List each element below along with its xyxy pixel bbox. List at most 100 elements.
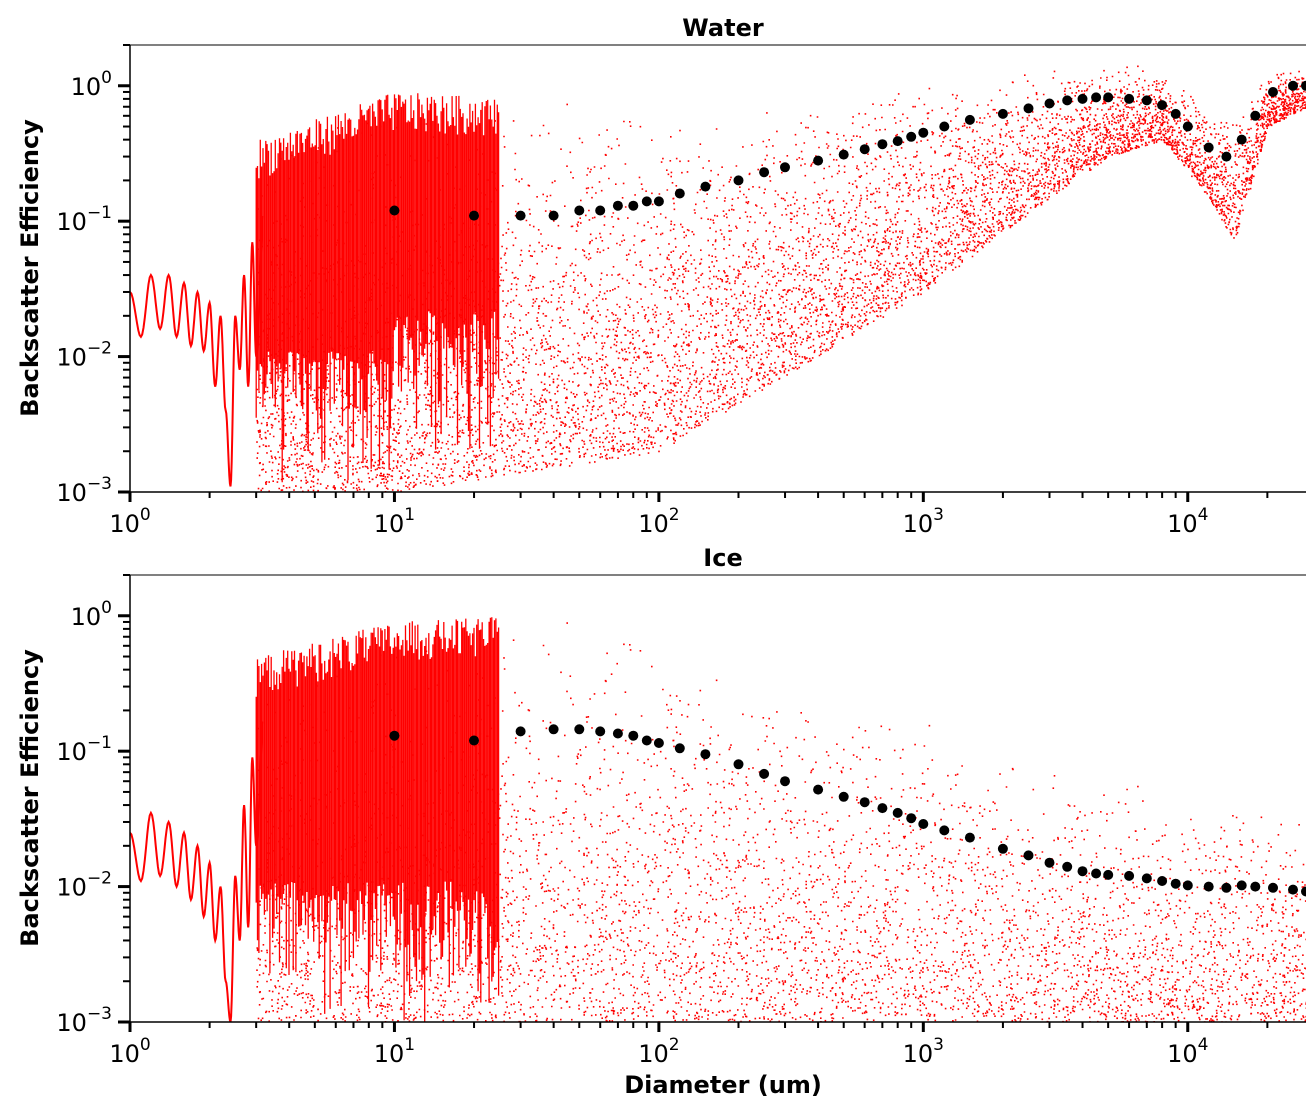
x-tick-label: 102 [638,1035,679,1068]
data-marker [469,735,479,746]
data-marker [1023,103,1034,114]
water-title: Water [682,14,764,42]
data-marker [1091,868,1102,879]
data-marker [595,205,606,216]
data-marker [964,114,975,125]
data-marker [1077,93,1088,104]
data-marker [1141,95,1152,106]
data-marker [997,843,1008,854]
data-marker [780,776,790,787]
data-marker [612,200,623,211]
data-marker [1157,876,1168,886]
data-marker [1124,93,1135,104]
data-marker [892,807,903,818]
data-marker [1221,151,1232,162]
data-marker [939,121,950,132]
data-marker [700,749,711,760]
y-tick-label: 10−2 [56,869,112,902]
y-tick-label: 10−1 [56,733,112,766]
ice-ylabel: Backscatter Efficiency [16,649,44,947]
data-marker [859,144,870,155]
data-marker [1062,95,1073,106]
data-marker [389,205,400,216]
y-tick-label: 100 [71,68,112,101]
data-marker [1268,882,1278,893]
data-marker [612,728,623,739]
data-marker [641,735,652,746]
data-marker [733,175,744,186]
data-marker [1288,80,1298,91]
data-marker [674,743,685,754]
data-marker [515,210,526,221]
data-marker [964,832,975,843]
data-marker [653,738,664,748]
data-marker [838,149,849,160]
plot-data [130,65,1306,492]
data-marker [1203,142,1214,153]
x-tick-label: 103 [903,505,944,538]
data-marker [389,730,400,741]
data-marker [780,162,790,173]
data-marker [548,210,559,221]
data-marker [939,825,950,836]
scatter-dots [256,622,1306,1022]
data-marker [1170,108,1181,119]
data-marker [838,791,849,802]
x-tick-label: 104 [1167,1035,1208,1068]
data-marker [653,196,664,207]
data-marker [918,819,929,829]
data-marker [1182,880,1193,891]
water-plot-area: 100 101 102 103 104 100 10−1 10−2 10−3 [56,44,1306,538]
data-marker [1091,92,1102,103]
data-marker [759,167,770,178]
y-tick-label: 10−3 [56,1004,112,1037]
data-marker [1250,110,1261,121]
marker-series [389,724,1306,897]
ice-plot-area: 100 101 102 103 104 100 10−1 10−2 10−3 [56,574,1306,1068]
data-marker [1288,884,1298,895]
data-marker [877,139,888,150]
x-tick-label: 101 [374,505,415,538]
plot-data [130,617,1306,1022]
data-marker [1236,880,1247,891]
data-marker [1044,98,1055,109]
data-marker [1103,869,1114,880]
data-marker [1250,881,1261,892]
data-marker [1103,92,1114,103]
data-marker [1221,882,1232,893]
data-marker [733,759,744,770]
x-tick-label: 104 [1167,505,1208,538]
scatter-dot-cloud [256,622,1306,1022]
data-marker [574,205,585,216]
data-marker [1157,100,1168,111]
y-tick-label: 10−3 [56,474,112,507]
data-marker [1236,134,1247,145]
x-tick-label: 102 [638,505,679,538]
data-marker [906,813,917,824]
data-marker [877,803,888,814]
x-tick-label: 103 [903,1035,944,1068]
data-marker [1170,878,1181,889]
data-marker [813,784,824,795]
data-marker [1301,886,1306,897]
oscillation-lines [255,93,500,483]
water-panel: Water Backscatter Efficiency 100 101 102 10… [16,14,1306,538]
ice-xlabel: Diameter (um) [624,1071,822,1099]
data-marker [595,726,606,737]
water-ylabel: Backscatter Efficiency [16,119,44,417]
data-marker [813,155,824,166]
oscillation-lines [255,617,500,1022]
x-tick-label: 100 [109,505,150,538]
x-tick-label: 100 [109,1035,150,1068]
data-marker [997,108,1008,119]
data-marker [574,724,585,735]
ice-panel: Ice Backscatter Efficiency 100 101 102 103 1… [16,544,1306,1099]
data-marker [918,127,929,138]
data-marker [628,730,639,741]
data-marker [1268,87,1278,97]
data-marker [859,797,870,808]
y-tick-label: 100 [71,598,112,631]
data-marker [700,181,711,192]
data-marker [628,200,639,211]
